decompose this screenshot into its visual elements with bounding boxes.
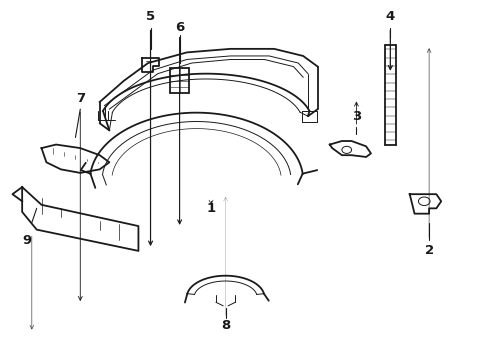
Text: 4: 4	[386, 10, 395, 23]
Text: 3: 3	[352, 110, 361, 123]
Text: 7: 7	[76, 92, 85, 105]
Bar	[170, 68, 189, 93]
Text: 9: 9	[23, 234, 31, 247]
Text: 1: 1	[206, 202, 216, 215]
Text: 8: 8	[221, 319, 230, 332]
Text: 5: 5	[146, 10, 155, 23]
Text: 2: 2	[424, 244, 434, 257]
Text: 6: 6	[175, 21, 184, 34]
